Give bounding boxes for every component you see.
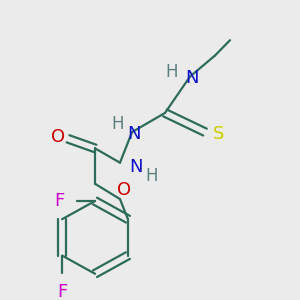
Text: H: H: [146, 167, 158, 185]
Text: S: S: [213, 125, 225, 143]
Text: H: H: [166, 63, 178, 81]
Text: O: O: [117, 181, 131, 199]
Text: O: O: [51, 128, 65, 146]
Text: N: N: [127, 125, 141, 143]
Text: F: F: [57, 283, 67, 300]
Text: H: H: [112, 116, 124, 134]
Text: F: F: [54, 192, 64, 210]
Text: N: N: [185, 70, 199, 88]
Text: N: N: [129, 158, 143, 175]
